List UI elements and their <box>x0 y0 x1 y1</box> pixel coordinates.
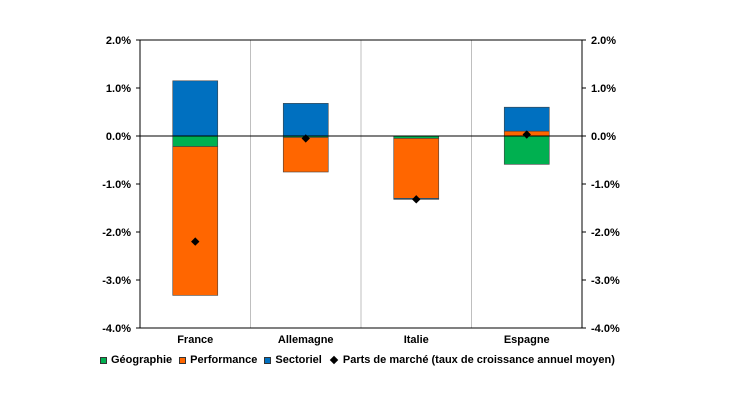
marker-parts-de-marche-espagne <box>522 130 531 139</box>
y-tick-label-left: -2.0% <box>102 227 131 239</box>
legend-swatch-performance <box>179 356 187 364</box>
marker-parts-de-marche-allemagne <box>301 134 310 143</box>
legend-item-geographie: Géographie <box>100 354 172 366</box>
marker-parts-de-marche-italie <box>412 195 421 204</box>
bar-performance-allemagne <box>282 137 329 173</box>
x-tick-label: France <box>177 334 213 346</box>
y-tick-label-right: 2.0% <box>591 35 616 47</box>
y-tick-label-right: 0.0% <box>591 131 616 143</box>
legend-item-sectoriel: Sectoriel <box>264 354 322 366</box>
plot-area: France Allemagne Italie Espagne 2.0% 2.0% 1.0%… <box>102 35 620 346</box>
y-tick-label-left: 2.0% <box>106 35 131 47</box>
bar-sectoriel-allemagne <box>282 103 329 137</box>
legend-swatch-geographie <box>100 356 107 364</box>
legend-label-performance: Performance <box>190 354 258 366</box>
bar-geographie-espagne <box>503 135 550 165</box>
y-tick-label-left: -4.0% <box>102 323 131 335</box>
y-tick-label-right: -2.0% <box>591 227 620 239</box>
legend-item-parts-de-marche: Parts de marché (taux de croissance annu… <box>329 354 615 366</box>
y-tick-label-left: 1.0% <box>106 83 131 95</box>
legend-label-parts-de-marche: Parts de marché (taux de croissance annu… <box>342 354 615 366</box>
bar-sectoriel-france <box>172 80 219 137</box>
y-tick-label-right: 1.0% <box>591 83 616 95</box>
bar-geographie-france <box>172 135 219 147</box>
y-tick-label-right: -4.0% <box>591 323 620 335</box>
legend-swatch-sectoriel <box>264 356 272 364</box>
bar-performance-france <box>172 146 219 296</box>
legend-item-performance: Performance <box>179 354 257 366</box>
legend-label-sectoriel: Sectoriel <box>275 354 322 366</box>
x-tick-label: Italie <box>404 334 429 346</box>
x-tick-label: Espagne <box>504 334 550 346</box>
legend-label-geographie: Géographie <box>111 354 173 366</box>
x-tick-label: Allemagne <box>278 334 334 346</box>
y-tick-label-right: -1.0% <box>591 179 620 191</box>
bar-sectoriel-espagne <box>503 106 550 132</box>
bar-performance-italie <box>393 138 440 199</box>
legend: Géographie Performance Sectoriel Parts d… <box>100 352 622 368</box>
y-tick-label-left: 0.0% <box>106 131 131 143</box>
chart: France Allemagne Italie Espagne 2.0% 2.0% 1.0%… <box>102 35 620 346</box>
legend-diamond-icon <box>329 355 339 365</box>
y-tick-label-right: -3.0% <box>591 275 620 287</box>
y-tick-label-left: -1.0% <box>102 179 131 191</box>
marker-parts-de-marche-france <box>191 237 200 246</box>
y-tick-label-left: -3.0% <box>102 275 131 287</box>
